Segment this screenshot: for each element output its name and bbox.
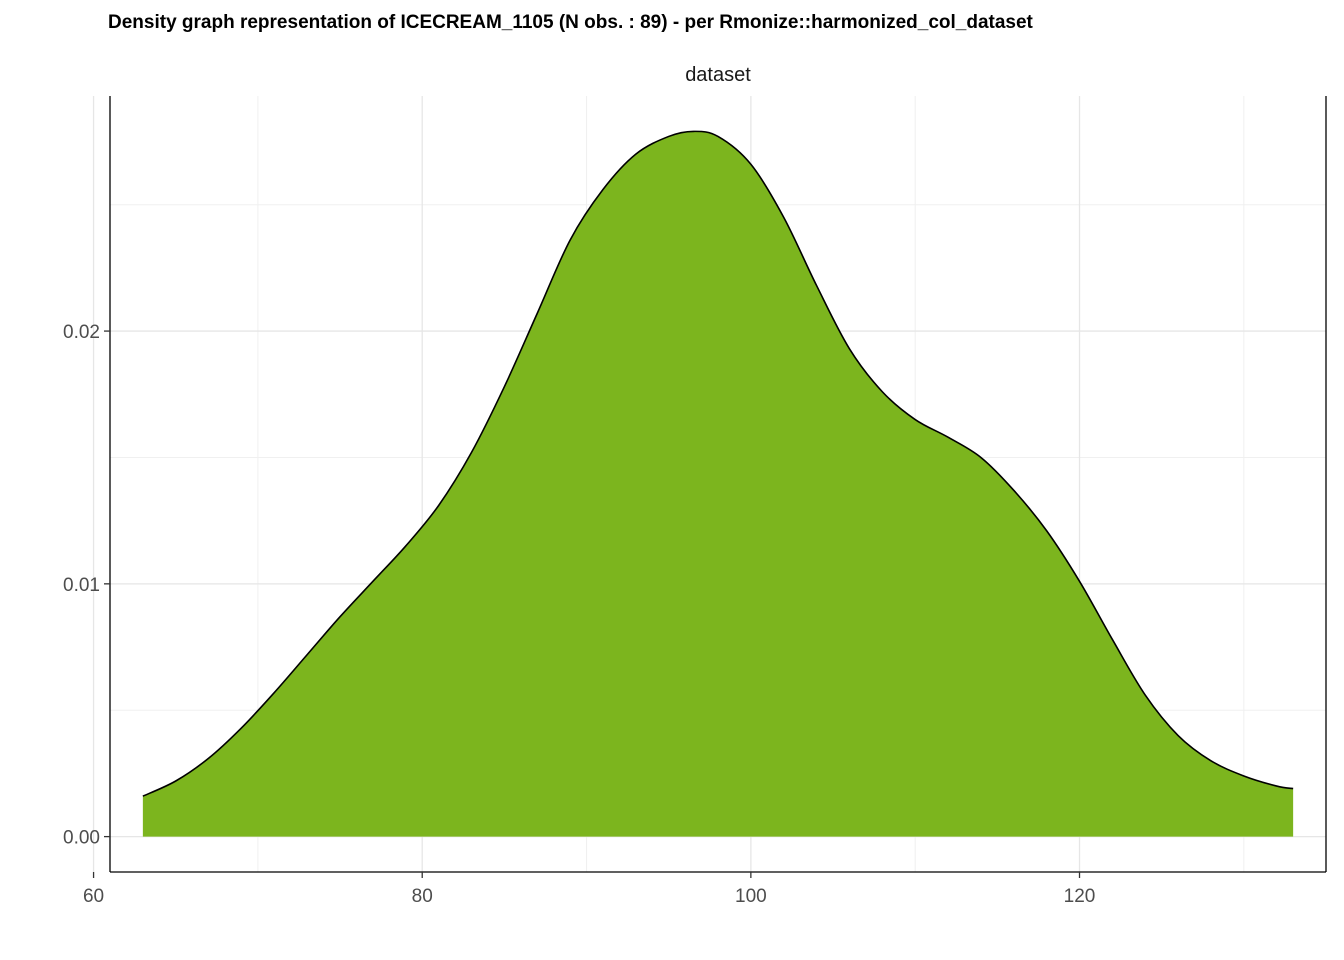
chart-title: Density graph representation of ICECREAM… bbox=[108, 12, 1033, 33]
x-tick-label: 80 bbox=[412, 886, 433, 907]
y-tick-label: 0.01 bbox=[63, 575, 100, 596]
x-tick-label: 60 bbox=[83, 886, 104, 907]
y-tick-label: 0.00 bbox=[63, 828, 100, 849]
facet-strip-label: dataset bbox=[685, 64, 751, 86]
density-area bbox=[142, 131, 1294, 837]
x-axis-ticks: 60 80 100 120 bbox=[83, 872, 1095, 907]
density-line bbox=[142, 130, 1294, 797]
y-tick-label: 0.02 bbox=[63, 322, 100, 343]
y-axis-ticks: 0.00 0.01 0.02 bbox=[63, 322, 110, 849]
axes bbox=[109, 96, 1327, 873]
x-tick-label: 120 bbox=[1064, 886, 1096, 907]
x-tick-label: 100 bbox=[735, 886, 767, 907]
